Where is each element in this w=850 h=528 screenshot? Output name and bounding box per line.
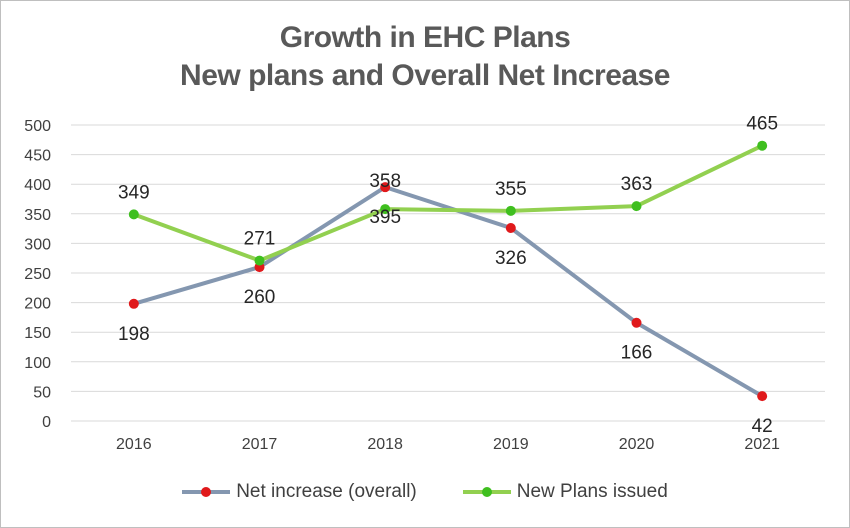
data-label-0: 42 bbox=[752, 416, 773, 437]
data-label-0: 326 bbox=[495, 248, 527, 269]
data-point-1 bbox=[505, 205, 516, 216]
data-point-1 bbox=[254, 255, 265, 266]
y-tick-label: 50 bbox=[33, 384, 51, 401]
data-label-1: 465 bbox=[746, 114, 778, 135]
y-tick-label: 350 bbox=[24, 207, 51, 224]
chart-subtitle: New plans and Overall Net Increase bbox=[180, 59, 670, 92]
series-line-0 bbox=[131, 185, 765, 399]
y-tick-label: 400 bbox=[24, 177, 51, 194]
plot-area: 0 50 100 150 200 250 300 350 400 450 500 2016 2017 20… bbox=[24, 114, 825, 453]
x-tick-label: 2021 bbox=[744, 436, 780, 453]
y-tick-label: 500 bbox=[24, 118, 51, 135]
data-point-1 bbox=[757, 140, 768, 151]
x-tick-label: 2016 bbox=[116, 436, 152, 453]
data-point-0 bbox=[128, 298, 139, 309]
y-tick-label: 300 bbox=[24, 236, 51, 253]
data-point-0 bbox=[380, 182, 391, 193]
y-tick-label: 150 bbox=[24, 325, 51, 342]
data-point-0 bbox=[757, 391, 768, 402]
chart-title: Growth in EHC Plans bbox=[279, 21, 571, 54]
data-label-1: 349 bbox=[118, 182, 150, 203]
legend-item-new-plans: New Plans issued bbox=[462, 481, 668, 503]
data-point-1 bbox=[631, 201, 642, 212]
legend: Net increase (overall) New Plans issued bbox=[1, 481, 849, 503]
data-label-0: 166 bbox=[621, 343, 653, 364]
legend-item-net-increase: Net increase (overall) bbox=[182, 481, 417, 503]
data-label-1: 355 bbox=[495, 179, 527, 200]
data-point-0 bbox=[631, 317, 642, 328]
y-tick-label: 250 bbox=[24, 266, 51, 283]
y-tick-label: 450 bbox=[24, 148, 51, 165]
data-label-0: 260 bbox=[244, 287, 276, 308]
series-line-1 bbox=[131, 143, 765, 263]
legend-swatch-new-plans bbox=[462, 487, 511, 497]
data-label-0: 358 bbox=[369, 171, 401, 192]
y-tick-label: 0 bbox=[42, 414, 51, 431]
data-point-0 bbox=[505, 223, 516, 234]
x-tick-label: 2019 bbox=[493, 436, 529, 453]
data-point-1 bbox=[128, 209, 139, 220]
data-label-0: 198 bbox=[118, 324, 150, 345]
legend-label-new-plans: New Plans issued bbox=[516, 481, 668, 502]
legend-swatch-net-increase bbox=[182, 487, 231, 497]
legend-label-net-increase: Net increase (overall) bbox=[236, 481, 417, 502]
x-tick-label: 2017 bbox=[242, 436, 278, 453]
chart-title-block: Growth in EHC Plans New plans and Overal… bbox=[1, 19, 849, 95]
x-tick-label: 2018 bbox=[367, 436, 403, 453]
y-tick-label: 200 bbox=[24, 296, 51, 313]
data-label-1: 395 bbox=[369, 207, 401, 228]
data-label-1: 363 bbox=[621, 174, 653, 195]
data-point-1 bbox=[380, 204, 391, 215]
x-tick-label: 2020 bbox=[619, 436, 655, 453]
y-tick-label: 100 bbox=[24, 355, 51, 372]
data-label-1: 271 bbox=[244, 229, 276, 250]
